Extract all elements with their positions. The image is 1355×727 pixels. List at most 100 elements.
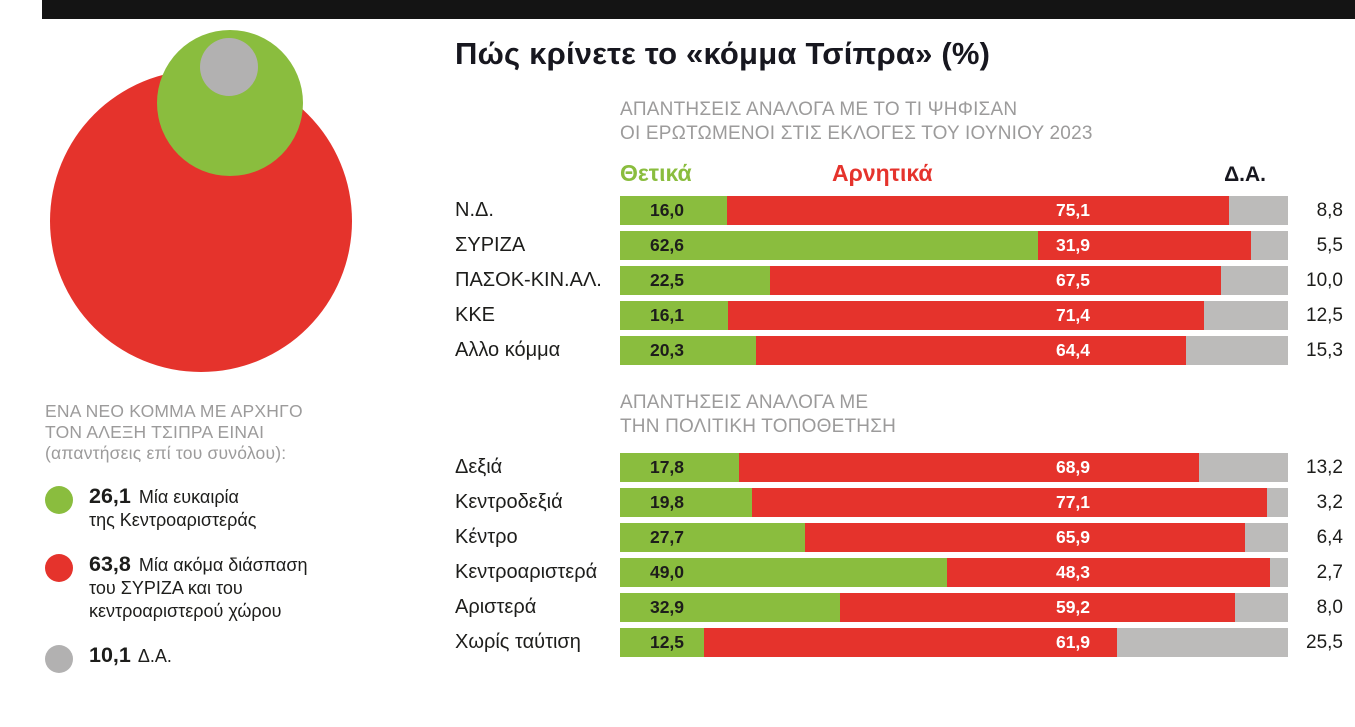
stacked-bar: 17,8 68,9 bbox=[620, 453, 1288, 482]
segment-na bbox=[1245, 523, 1288, 552]
legend-label-line: της Κεντροαριστεράς bbox=[89, 510, 257, 530]
value-na: 5,5 bbox=[1316, 234, 1343, 256]
segment-negative bbox=[727, 301, 1205, 330]
segment-positive bbox=[620, 336, 756, 365]
column-header-na: Δ.Α. bbox=[1224, 163, 1266, 186]
section-header-line: ΑΠΑΝΤΗΣΕΙΣ ΑΝΑΛΟΓΑ ΜΕ bbox=[620, 392, 869, 413]
legend-text: 26,1 Μία ευκαιρία της Κεντροαριστεράς bbox=[89, 484, 257, 531]
page-title: Πώς κρίνετε το «κόμμα Τσίπρα» (%) bbox=[455, 36, 991, 71]
value-na: 8,8 bbox=[1316, 199, 1343, 221]
value-negative: 71,4 bbox=[1055, 305, 1091, 325]
bar-row: Δεξιά 17,8 68,9 13,2 bbox=[455, 453, 1343, 482]
value-na: 12,5 bbox=[1306, 304, 1343, 326]
segment-na bbox=[1221, 266, 1288, 295]
segment-na bbox=[1116, 628, 1288, 657]
segment-negative bbox=[752, 488, 1268, 517]
value-na: 10,0 bbox=[1306, 269, 1343, 291]
legend-item: 63,8 Μία ακόμα διάσπαση του ΣΥΡΙΖΑ και το… bbox=[45, 553, 425, 623]
segment-positive bbox=[620, 593, 840, 622]
segment-positive bbox=[620, 266, 771, 295]
stacked-bar: 12,5 61,9 bbox=[620, 628, 1288, 657]
bar-row: Χωρίς ταύτιση 12,5 61,9 25,5 bbox=[455, 628, 1343, 657]
bar-row: Κεντροδεξιά 19,8 77,1 3,2 bbox=[455, 488, 1343, 517]
segment-na bbox=[1185, 336, 1288, 365]
stacked-bar: 20,3 64,4 bbox=[620, 336, 1288, 365]
value-positive: 17,8 bbox=[649, 457, 685, 477]
stacked-bar: 22,5 67,5 bbox=[620, 266, 1288, 295]
segment-positive bbox=[620, 231, 1039, 260]
column-headers: Θετικά Αρνητικά Δ.Α. bbox=[455, 156, 1343, 190]
value-negative: 61,9 bbox=[1055, 632, 1091, 652]
segment-negative bbox=[947, 558, 1270, 587]
bubble-legend: ΕΝΑ ΝΕΟ ΚΟΜΜΑ ΜΕ ΑΡΧΗΓΟ ΤΟΝ ΑΛΕΞΗ ΤΣΙΠΡΑ… bbox=[45, 401, 425, 673]
segment-negative bbox=[770, 266, 1222, 295]
top-black-bar bbox=[42, 0, 1355, 19]
segment-positive bbox=[620, 488, 753, 517]
stacked-bar: 49,0 48,3 bbox=[620, 558, 1288, 587]
legend-value: 63,8 bbox=[89, 552, 131, 576]
value-positive: 19,8 bbox=[649, 492, 685, 512]
row-label: Κεντροδεξιά bbox=[455, 491, 563, 513]
value-positive: 32,9 bbox=[649, 597, 685, 617]
legend-value: 10,1 bbox=[89, 643, 131, 667]
value-negative: 68,9 bbox=[1055, 457, 1091, 477]
row-label: ΠΑΣΟΚ-ΚΙΝ.ΑΛ. bbox=[455, 269, 602, 291]
value-na: 25,5 bbox=[1306, 631, 1343, 653]
value-positive: 16,0 bbox=[649, 200, 685, 220]
value-negative: 75,1 bbox=[1055, 200, 1091, 220]
value-positive: 12,5 bbox=[649, 632, 685, 652]
segment-positive bbox=[620, 453, 739, 482]
value-negative: 77,1 bbox=[1055, 492, 1091, 512]
stacked-bar: 62,6 31,9 bbox=[620, 231, 1288, 260]
segment-na bbox=[1267, 488, 1288, 517]
legend-dot bbox=[45, 645, 73, 673]
column-header-spacer bbox=[455, 156, 620, 190]
segment-na bbox=[1199, 453, 1288, 482]
stacked-bar: 19,8 77,1 bbox=[620, 488, 1288, 517]
segment-negative bbox=[703, 628, 1117, 657]
row-label: Κέντρο bbox=[455, 526, 518, 548]
value-na: 13,2 bbox=[1306, 456, 1343, 478]
value-na: 2,7 bbox=[1316, 561, 1343, 583]
row-label: Κεντροαριστερά bbox=[455, 561, 598, 583]
column-header-positive: Θετικά bbox=[620, 160, 692, 186]
value-negative: 64,4 bbox=[1055, 340, 1091, 360]
legend-text: 10,1 Δ.Α. bbox=[89, 643, 172, 667]
segment-negative bbox=[805, 523, 1246, 552]
segment-na bbox=[1235, 593, 1288, 622]
row-label: Αλλο κόμμα bbox=[455, 339, 561, 361]
segment-negative bbox=[738, 453, 1200, 482]
legend-heading-line: (απαντήσεις επί του συνόλου): bbox=[45, 443, 287, 463]
value-negative: 48,3 bbox=[1055, 562, 1091, 582]
row-label: ΣΥΡΙΖΑ bbox=[455, 234, 526, 256]
row-label: ΚΚΕ bbox=[455, 304, 496, 326]
row-label: Δεξιά bbox=[455, 456, 503, 478]
bar-row: Αριστερά 32,9 59,2 8,0 bbox=[455, 593, 1343, 622]
segment-negative bbox=[839, 593, 1236, 622]
value-na: 8,0 bbox=[1316, 596, 1343, 618]
value-positive: 27,7 bbox=[649, 527, 685, 547]
legend-value: 26,1 bbox=[89, 484, 131, 508]
legend-heading-line: ΤΟΝ ΑΛΕΞΗ ΤΣΙΠΡΑ ΕΙΝΑΙ bbox=[45, 422, 265, 442]
bar-rows: Ν.Δ. 16,0 75,1 8,8 ΣΥΡΙΖΑ 62,6 31,9 5,5 ΠΑΣΟΚ-ΚΙ… bbox=[455, 196, 1343, 365]
section-by-vote-2023: ΑΠΑΝΤΗΣΕΙΣ ΑΝΑΛΟΓΑ ΜΕ ΤΟ ΤΙ ΨΗΦΙΣΑΝ ΟΙ Ε… bbox=[455, 98, 1343, 365]
section-header-line: ΑΠΑΝΤΗΣΕΙΣ ΑΝΑΛΟΓΑ ΜΕ ΤΟ ΤΙ ΨΗΦΙΣΑΝ bbox=[620, 99, 1018, 120]
value-negative: 59,2 bbox=[1055, 597, 1091, 617]
stacked-bar: 16,1 71,4 bbox=[620, 301, 1288, 330]
legend-dot bbox=[45, 486, 73, 514]
segment-positive bbox=[620, 628, 704, 657]
value-negative: 65,9 bbox=[1055, 527, 1091, 547]
value-positive: 20,3 bbox=[649, 340, 685, 360]
row-label: Χωρίς ταύτιση bbox=[455, 631, 581, 653]
value-na: 3,2 bbox=[1316, 491, 1343, 513]
legend-label-line: κεντροαριστερού χώρου bbox=[89, 601, 282, 621]
segment-positive bbox=[620, 558, 948, 587]
segment-negative bbox=[755, 336, 1186, 365]
value-positive: 62,6 bbox=[649, 235, 685, 255]
section-by-political-position: ΑΠΑΝΤΗΣΕΙΣ ΑΝΑΛΟΓΑ ΜΕ ΤΗΝ ΠΟΛΙΤΙΚΗ ΤΟΠΟΘ… bbox=[455, 391, 1343, 657]
value-negative: 31,9 bbox=[1055, 235, 1091, 255]
row-label: Αριστερά bbox=[455, 596, 537, 618]
legend-label-line: του ΣΥΡΙΖΑ και του bbox=[89, 578, 243, 598]
stacked-bar: 16,0 75,1 bbox=[620, 196, 1288, 225]
legend-item: 10,1 Δ.Α. bbox=[45, 644, 425, 673]
